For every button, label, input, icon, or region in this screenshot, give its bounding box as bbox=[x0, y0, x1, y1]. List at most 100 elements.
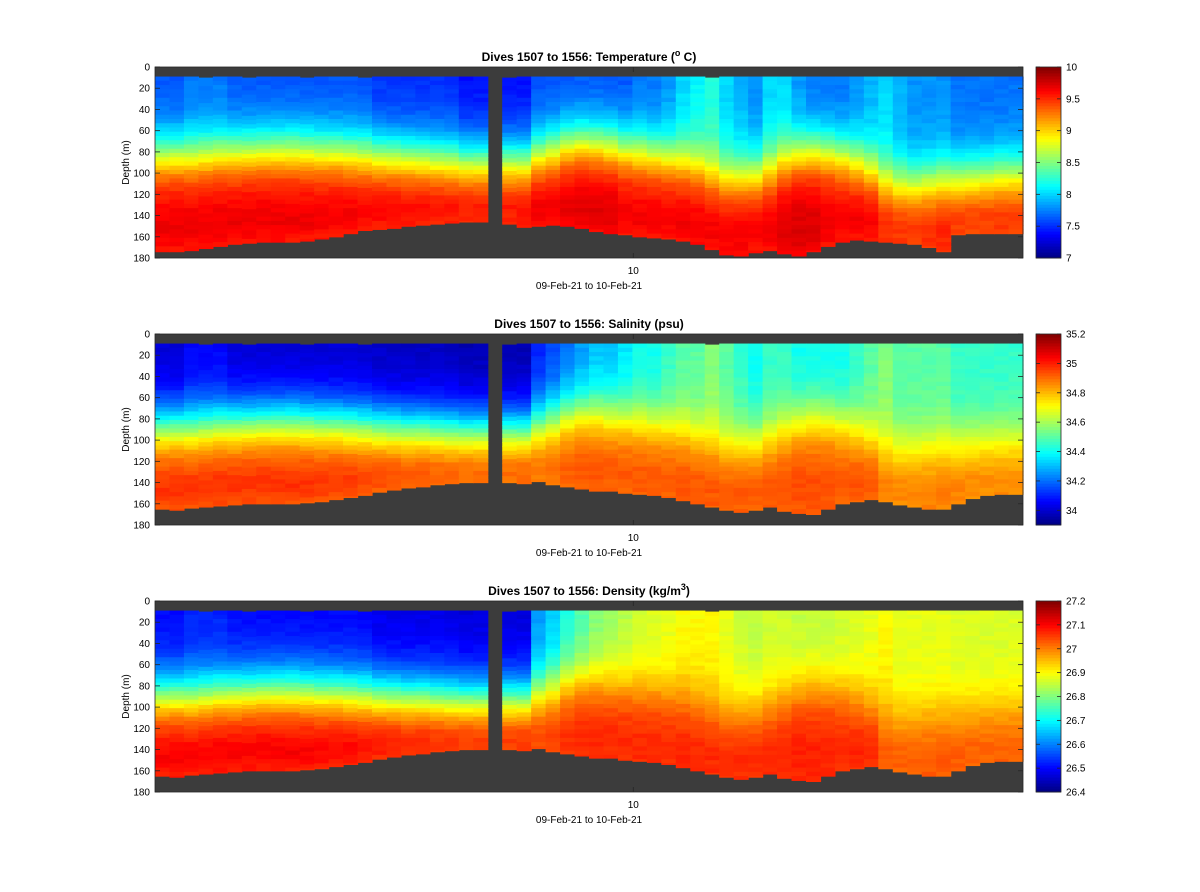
heat-cell bbox=[936, 411, 952, 417]
heat-cell bbox=[733, 487, 749, 493]
heat-cell bbox=[806, 114, 822, 120]
heat-cell bbox=[820, 487, 836, 493]
heat-cell bbox=[675, 432, 691, 438]
heat-cell bbox=[690, 466, 706, 472]
heat-cell bbox=[878, 496, 894, 502]
heat-cell bbox=[357, 408, 373, 414]
heat-cell bbox=[646, 93, 662, 99]
heat-cell bbox=[762, 110, 778, 116]
heat-cell bbox=[733, 178, 749, 184]
heat-cell bbox=[690, 174, 706, 180]
colorbar-segment bbox=[1036, 117, 1061, 122]
heat-cell bbox=[777, 157, 793, 163]
heat-cell bbox=[155, 678, 171, 684]
heat-cell bbox=[965, 216, 981, 222]
heat-cell bbox=[661, 377, 677, 383]
heat-cell bbox=[169, 776, 185, 778]
heat-cell bbox=[733, 199, 749, 205]
heat-cell bbox=[704, 446, 720, 452]
heat-cell bbox=[531, 428, 547, 434]
heat-cell bbox=[892, 114, 908, 120]
heat-cell bbox=[907, 212, 923, 218]
heat-cell bbox=[690, 212, 706, 218]
heat-cell bbox=[806, 93, 822, 99]
heat-cell bbox=[314, 385, 330, 391]
heat-cell bbox=[965, 195, 981, 201]
heat-cell bbox=[314, 237, 330, 240]
heat-cell bbox=[241, 226, 257, 232]
heat-cell bbox=[372, 114, 388, 120]
heat-cell bbox=[155, 398, 171, 404]
heat-cell bbox=[762, 216, 778, 222]
heat-cell bbox=[473, 470, 489, 476]
colorbar-segment bbox=[1036, 132, 1061, 137]
heat-cell bbox=[357, 421, 373, 426]
heat-cell bbox=[198, 632, 214, 638]
heat-cell bbox=[979, 169, 995, 175]
heat-cell bbox=[169, 453, 185, 459]
heat-cell bbox=[632, 343, 648, 349]
heat-cell bbox=[820, 161, 836, 167]
heat-cell bbox=[690, 199, 706, 205]
heat-cell bbox=[632, 470, 648, 476]
heat-cell bbox=[704, 149, 720, 155]
heat-cell bbox=[285, 466, 301, 472]
heat-cell bbox=[603, 479, 619, 485]
heat-cell bbox=[878, 436, 894, 442]
heat-cell bbox=[516, 453, 532, 459]
heat-cell bbox=[979, 97, 995, 103]
heat-cell bbox=[415, 76, 431, 82]
heat-cell bbox=[979, 148, 995, 154]
heat-cell bbox=[531, 402, 547, 408]
heat-cell bbox=[169, 504, 185, 510]
colorbar-segment bbox=[1036, 372, 1061, 377]
heat-cell bbox=[545, 169, 561, 175]
heat-cell bbox=[314, 152, 330, 158]
heat-cell bbox=[473, 114, 489, 120]
profile-column bbox=[748, 343, 764, 511]
heat-cell bbox=[169, 763, 185, 769]
heat-cell bbox=[907, 343, 923, 349]
heat-cell bbox=[748, 402, 764, 408]
heat-cell bbox=[444, 135, 460, 141]
heat-cell bbox=[806, 513, 822, 515]
heat-cell bbox=[704, 204, 720, 210]
heat-cell bbox=[661, 445, 677, 451]
heat-cell bbox=[545, 212, 561, 218]
heat-cell bbox=[198, 213, 214, 219]
heat-cell bbox=[733, 242, 749, 247]
heat-cell bbox=[646, 148, 662, 154]
heat-cell bbox=[357, 467, 373, 473]
heat-cell bbox=[343, 436, 359, 442]
heat-cell bbox=[719, 470, 735, 476]
heat-cell bbox=[400, 216, 416, 222]
heat-cell bbox=[589, 161, 605, 167]
heat-cell bbox=[357, 442, 373, 448]
heat-cell bbox=[155, 479, 171, 485]
heat-cell bbox=[183, 242, 199, 247]
heat-cell bbox=[849, 186, 865, 192]
heat-cell bbox=[560, 364, 576, 370]
heat-cell bbox=[545, 343, 561, 349]
heat-cell bbox=[965, 102, 981, 107]
heat-cell bbox=[661, 233, 677, 239]
colorbar-segment bbox=[1036, 156, 1061, 161]
heat-cell bbox=[892, 369, 908, 374]
heat-cell bbox=[994, 186, 1010, 192]
heat-cell bbox=[227, 487, 243, 493]
heat-cell bbox=[169, 428, 185, 434]
heat-cell bbox=[227, 407, 243, 413]
heat-cell bbox=[531, 199, 547, 205]
heat-cell bbox=[878, 356, 894, 362]
heat-cell bbox=[299, 421, 315, 426]
heat-cell bbox=[169, 623, 185, 629]
heat-cell bbox=[256, 360, 272, 366]
heat-cell bbox=[748, 216, 764, 222]
colorbar-segment bbox=[1036, 198, 1061, 202]
heat-cell bbox=[415, 80, 431, 86]
heat-cell bbox=[1008, 369, 1024, 374]
heat-cell bbox=[921, 445, 937, 451]
heat-cell bbox=[965, 479, 981, 485]
heat-cell bbox=[791, 504, 807, 510]
